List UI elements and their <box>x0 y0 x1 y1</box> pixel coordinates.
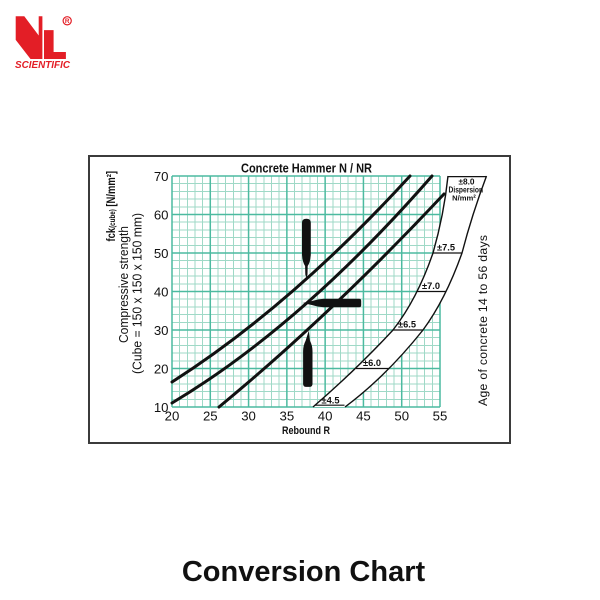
svg-text:20: 20 <box>165 408 180 423</box>
svg-text:Rebound R: Rebound R <box>282 425 330 437</box>
svg-text:50: 50 <box>394 408 409 423</box>
svg-text:45: 45 <box>356 408 371 423</box>
svg-text:10: 10 <box>154 400 169 415</box>
svg-text:SCIENTIFIC: SCIENTIFIC <box>15 60 71 71</box>
svg-text:40: 40 <box>154 284 169 299</box>
svg-text:Concrete Hammer N / NR: Concrete Hammer N / NR <box>241 161 372 176</box>
svg-text:20: 20 <box>154 361 169 376</box>
svg-text:±6.5: ±6.5 <box>398 320 416 330</box>
svg-text:25: 25 <box>203 408 218 423</box>
svg-text:±7.5: ±7.5 <box>437 243 455 253</box>
svg-text:±7.0: ±7.0 <box>422 281 440 291</box>
svg-text:30: 30 <box>154 323 169 338</box>
svg-text:Compressive strength: Compressive strength <box>117 226 131 343</box>
svg-text:60: 60 <box>154 207 169 222</box>
svg-text:50: 50 <box>154 246 169 261</box>
svg-text:±6.0: ±6.0 <box>363 358 381 368</box>
svg-text:Dispersion: Dispersion <box>449 185 484 194</box>
svg-text:Conversion Chart: Conversion Chart <box>182 556 426 588</box>
svg-text:55: 55 <box>433 408 448 423</box>
svg-text:70: 70 <box>154 169 169 184</box>
svg-text:±8.0: ±8.0 <box>458 177 474 187</box>
svg-text:±4.5: ±4.5 <box>321 396 339 406</box>
svg-text:fck(cube) [N/mm²]: fck(cube) [N/mm²] <box>104 171 118 242</box>
svg-text:30: 30 <box>241 408 256 423</box>
svg-text:N/mm²: N/mm² <box>452 193 476 202</box>
svg-text:40: 40 <box>318 408 333 423</box>
svg-text:(Cube = 150 x 150 x 150 mm): (Cube = 150 x 150 x 150 mm) <box>131 213 145 374</box>
svg-text:Age of concrete 14 to 56 days: Age of concrete 14 to 56 days <box>476 235 490 406</box>
svg-text:35: 35 <box>280 408 295 423</box>
svg-text:R: R <box>65 18 70 25</box>
